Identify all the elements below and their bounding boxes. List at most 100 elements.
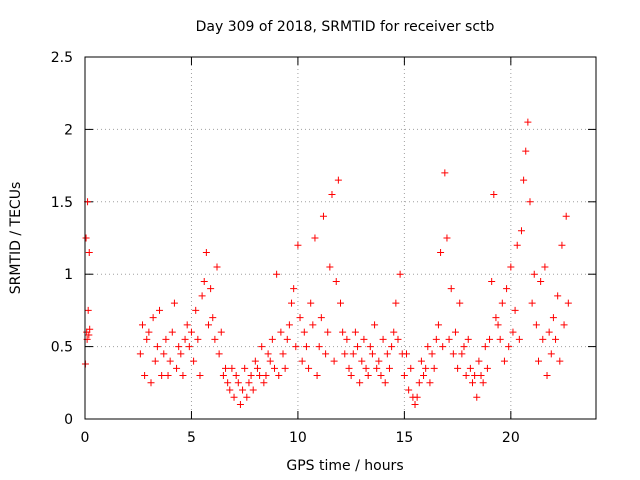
data-point: [326, 263, 334, 271]
data-point: [543, 372, 551, 380]
data-point: [279, 350, 287, 358]
data-point: [211, 335, 219, 343]
data-point: [432, 335, 440, 343]
data-point: [445, 335, 453, 343]
data-point: [522, 147, 530, 155]
data-point: [407, 364, 415, 372]
data-point: [456, 299, 464, 307]
data-point: [498, 299, 506, 307]
data-point: [230, 393, 238, 401]
data-point: [560, 321, 568, 329]
data-point: [328, 191, 336, 199]
data-point: [479, 379, 487, 387]
data-point: [138, 321, 146, 329]
data-point: [524, 118, 532, 126]
data-point: [420, 372, 428, 380]
data-point: [556, 357, 564, 365]
data-point: [349, 350, 357, 358]
data-point: [322, 350, 330, 358]
data-point: [226, 386, 234, 394]
data-point: [160, 350, 168, 358]
x-axis-label: GPS time / hours: [286, 458, 403, 474]
data-point: [564, 299, 572, 307]
data-point: [251, 357, 259, 365]
data-point: [530, 270, 538, 278]
data-point: [192, 306, 200, 314]
data-point: [260, 379, 268, 387]
data-point: [488, 277, 496, 285]
data-point: [392, 299, 400, 307]
data-point: [283, 335, 291, 343]
data-point: [511, 306, 519, 314]
data-point: [332, 277, 340, 285]
data-point: [168, 328, 176, 336]
data-point: [175, 343, 183, 351]
data-point: [492, 314, 500, 322]
data-point: [334, 176, 342, 184]
data-point: [509, 328, 517, 336]
data-point: [343, 335, 351, 343]
data-point: [471, 372, 479, 380]
grid-lines: [85, 57, 596, 419]
data-point: [541, 263, 549, 271]
data-point: [330, 357, 338, 365]
data-point: [375, 357, 383, 365]
data-point: [513, 241, 521, 249]
data-point: [537, 277, 545, 285]
data-point: [247, 372, 255, 380]
data-point: [430, 364, 438, 372]
data-point: [364, 372, 372, 380]
data-point: [494, 321, 502, 329]
data-point: [377, 372, 385, 380]
data-point: [341, 350, 349, 358]
data-point: [345, 364, 353, 372]
data-point: [309, 321, 317, 329]
data-point: [503, 285, 511, 293]
data-point: [185, 343, 193, 351]
data-point: [554, 292, 562, 300]
data-point: [360, 335, 368, 343]
data-point: [403, 350, 411, 358]
data-point: [464, 335, 472, 343]
data-point: [166, 357, 174, 365]
data-point: [486, 335, 494, 343]
data-point: [539, 335, 547, 343]
data-point: [313, 372, 321, 380]
data-point: [415, 379, 423, 387]
data-point: [462, 372, 470, 380]
data-point: [187, 328, 195, 336]
data-point: [147, 379, 155, 387]
data-point: [177, 350, 185, 358]
data-point: [200, 277, 208, 285]
data-point: [547, 350, 555, 358]
data-point: [366, 343, 374, 351]
data-point: [505, 343, 513, 351]
data-point: [400, 372, 408, 380]
data-point: [437, 248, 445, 256]
x-tick-label: 5: [187, 430, 196, 446]
data-point: [315, 343, 323, 351]
data-point: [245, 379, 253, 387]
data-point: [179, 372, 187, 380]
data-point: [422, 364, 430, 372]
data-point: [466, 364, 474, 372]
tick-labels: 0 0.5 1 1.5 2 2.5 0 5 10 15 20: [51, 50, 520, 446]
data-point: [413, 393, 421, 401]
data-point: [262, 372, 270, 380]
plot-frame: [84, 56, 597, 420]
data-point: [158, 372, 166, 380]
data-point: [424, 343, 432, 351]
data-point: [388, 343, 396, 351]
data-point: [296, 314, 304, 322]
data-point: [362, 364, 370, 372]
data-point: [507, 263, 515, 271]
data-point: [143, 335, 151, 343]
data-point: [224, 379, 232, 387]
data-point: [234, 379, 242, 387]
data-point: [149, 314, 157, 322]
y-tick-label: 2: [64, 122, 73, 138]
data-point: [458, 350, 466, 358]
data-point: [477, 372, 485, 380]
data-point: [219, 372, 227, 380]
